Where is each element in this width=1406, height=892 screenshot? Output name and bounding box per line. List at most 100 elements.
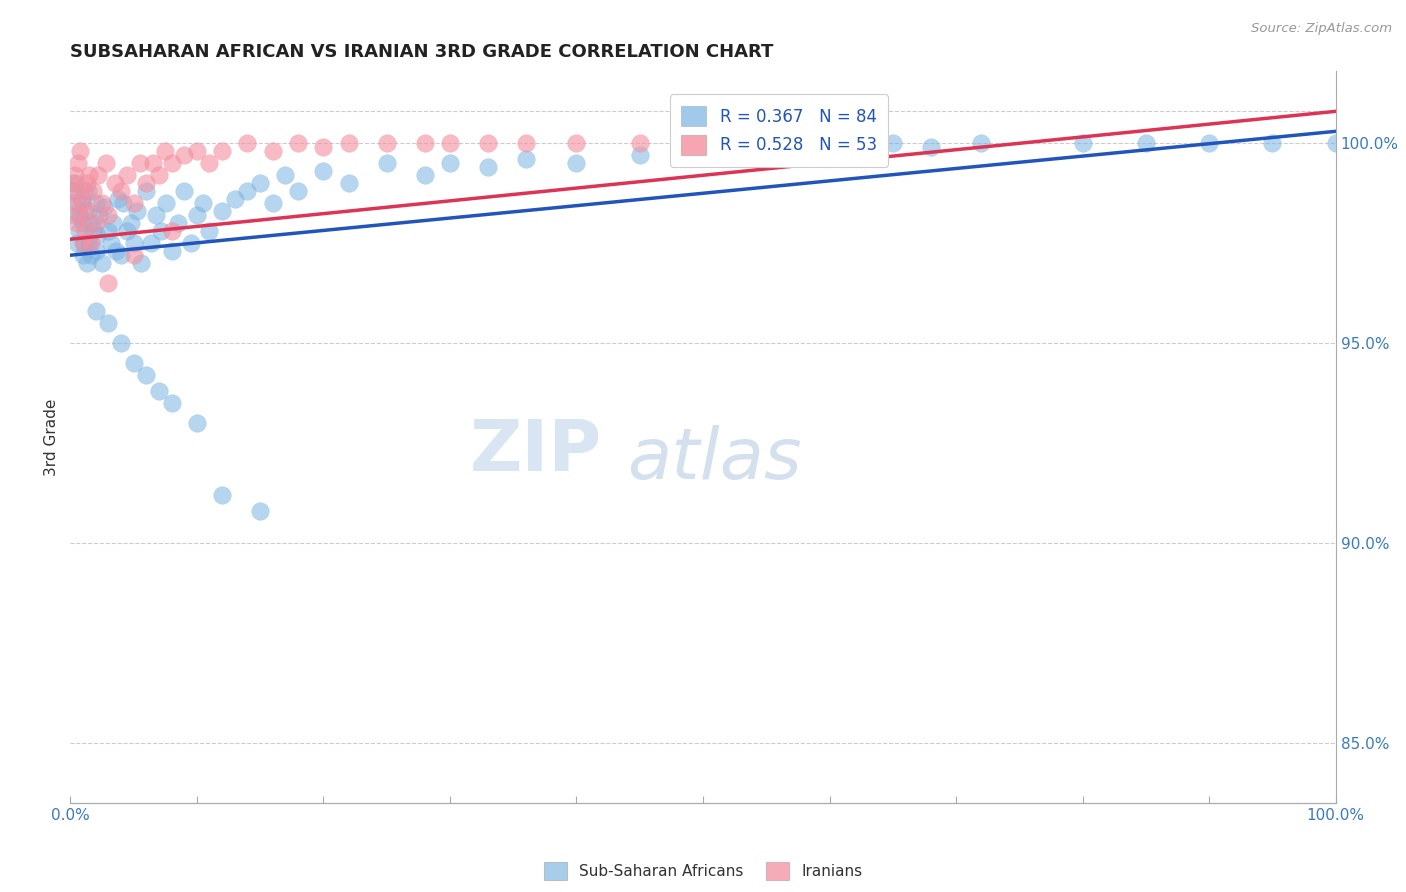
Point xyxy=(66,156,89,170)
Point xyxy=(565,136,588,151)
Point xyxy=(104,244,127,259)
Legend: Sub-Saharan Africans, Iranians: Sub-Saharan Africans, Iranians xyxy=(537,855,869,887)
Point xyxy=(692,145,714,159)
Point xyxy=(186,208,208,222)
Point xyxy=(628,148,651,162)
Point xyxy=(97,208,120,222)
Point xyxy=(141,236,163,251)
Point xyxy=(628,136,651,151)
Point xyxy=(104,176,127,190)
Point xyxy=(84,196,107,211)
Point xyxy=(75,204,97,219)
Point xyxy=(79,236,101,251)
Point xyxy=(337,136,360,151)
Point xyxy=(63,184,86,198)
Point xyxy=(135,368,157,383)
Point xyxy=(89,208,111,222)
Point xyxy=(477,161,499,175)
Point xyxy=(65,216,87,230)
Point xyxy=(882,136,904,151)
Point xyxy=(141,156,165,170)
Point xyxy=(148,169,170,183)
Point xyxy=(1198,136,1220,151)
Point xyxy=(1071,136,1094,151)
Point xyxy=(135,184,157,198)
Text: atlas: atlas xyxy=(627,425,801,493)
Point xyxy=(135,176,157,190)
Point xyxy=(79,248,101,262)
Point xyxy=(72,236,94,251)
Point xyxy=(70,192,93,206)
Point xyxy=(63,208,86,222)
Point xyxy=(80,216,103,230)
Point xyxy=(160,244,183,259)
Point xyxy=(110,248,132,262)
Text: ZIP: ZIP xyxy=(470,417,602,486)
Point xyxy=(129,256,152,270)
Point xyxy=(312,164,335,178)
Point xyxy=(262,196,284,211)
Point xyxy=(148,384,170,398)
Point xyxy=(236,136,259,151)
Point xyxy=(84,216,107,230)
Point xyxy=(120,216,142,230)
Point xyxy=(82,224,104,238)
Point xyxy=(73,184,96,198)
Point xyxy=(287,184,309,198)
Point xyxy=(62,184,84,198)
Point xyxy=(274,169,297,183)
Point xyxy=(565,156,588,170)
Point xyxy=(117,224,138,238)
Point xyxy=(79,236,101,251)
Point xyxy=(103,216,125,230)
Point xyxy=(1135,136,1157,151)
Point xyxy=(413,136,436,151)
Point xyxy=(262,145,284,159)
Point xyxy=(110,336,132,351)
Point xyxy=(198,156,221,170)
Point xyxy=(186,145,208,159)
Point xyxy=(818,140,841,154)
Point xyxy=(180,236,202,251)
Point xyxy=(160,396,183,410)
Point xyxy=(90,256,114,270)
Point xyxy=(439,156,461,170)
Point xyxy=(692,136,714,151)
Point xyxy=(67,208,90,222)
Point xyxy=(76,176,98,190)
Point xyxy=(150,224,173,238)
Text: SUBSAHARAN AFRICAN VS IRANIAN 3RD GRADE CORRELATION CHART: SUBSAHARAN AFRICAN VS IRANIAN 3RD GRADE … xyxy=(70,44,773,62)
Point xyxy=(97,276,120,290)
Y-axis label: 3rd Grade: 3rd Grade xyxy=(44,399,59,475)
Point xyxy=(155,196,177,211)
Point xyxy=(249,504,271,518)
Point xyxy=(112,196,135,211)
Point xyxy=(191,196,215,211)
Point xyxy=(66,196,89,211)
Point xyxy=(477,136,499,151)
Point xyxy=(70,196,93,211)
Point xyxy=(755,136,778,151)
Point xyxy=(77,204,100,219)
Point xyxy=(72,216,94,230)
Point xyxy=(94,156,117,170)
Point xyxy=(122,248,145,262)
Point xyxy=(920,140,942,154)
Point xyxy=(970,136,993,151)
Point xyxy=(90,196,114,211)
Point xyxy=(236,184,259,198)
Point xyxy=(211,145,233,159)
Point xyxy=(84,304,107,318)
Point xyxy=(122,356,145,370)
Point xyxy=(110,184,132,198)
Point xyxy=(155,145,177,159)
Point xyxy=(1324,136,1347,151)
Point xyxy=(337,176,360,190)
Point xyxy=(72,248,94,262)
Point xyxy=(84,244,107,259)
Point xyxy=(97,224,120,238)
Point xyxy=(186,416,208,430)
Text: Source: ZipAtlas.com: Source: ZipAtlas.com xyxy=(1251,22,1392,36)
Point xyxy=(122,196,145,211)
Point xyxy=(76,256,98,270)
